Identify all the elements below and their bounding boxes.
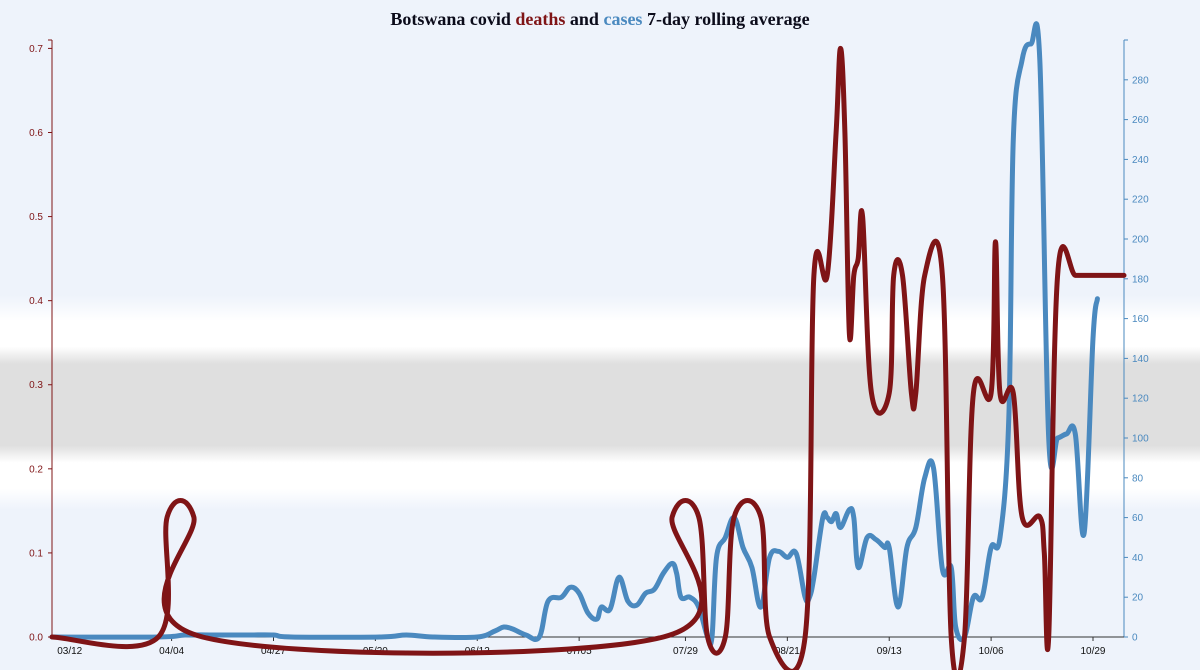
title-deaths-word: deaths [515,9,565,29]
y-right-tick-label: 260 [1132,115,1149,126]
y-right-tick-label: 40 [1132,553,1144,564]
cases-series-line [49,21,1100,648]
y-right-tick-label: 120 [1132,394,1149,405]
y-right-tick-label: 60 [1132,513,1144,524]
x-tick-label: 08/21 [775,646,800,657]
x-tick-label: 04/27 [261,646,286,657]
y-left-tick-label: 0.3 [29,380,43,391]
y-right-tick-label: 200 [1132,235,1149,246]
y-right-tick-label: 0 [1132,633,1138,644]
y-right-tick-label: 80 [1132,473,1144,484]
y-left-tick-label: 0.6 [29,128,43,139]
x-tick-label: 10/29 [1080,646,1105,657]
x-tick-label: 04/04 [159,646,184,657]
chart-title: Botswana covid deaths and cases 7-day ro… [390,9,809,29]
y-left-tick-label: 0.1 [29,548,43,559]
y-right-tick-label: 240 [1132,155,1149,166]
title-middle: and [565,9,603,29]
y-right-tick-label: 220 [1132,195,1149,206]
x-tick-label: 09/13 [877,646,902,657]
y-right-tick-label: 280 [1132,75,1149,86]
x-tick-label: 07/29 [673,646,698,657]
y-right-tick-label: 140 [1132,354,1149,365]
x-tick-label: 10/06 [979,646,1004,657]
y-right-tick-label: 20 [1132,593,1144,604]
y-right-tick-label: 160 [1132,314,1149,325]
y-left-tick-label: 0.5 [29,212,43,223]
title-cases-word: cases [603,9,642,29]
x-tick-label: 07/05 [567,646,592,657]
title-suffix: 7-day rolling average [642,9,809,29]
series-group [49,21,1127,670]
y-left-tick-label: 0.2 [29,464,43,475]
y-left-tick-label: 0.4 [29,296,43,307]
x-tick-label: 03/12 [57,646,82,657]
y-left-tick-label: 0.7 [29,44,43,55]
y-right-tick-label: 180 [1132,274,1149,285]
deaths-series-line [49,45,1127,670]
y-right-tick-label: 100 [1132,434,1149,445]
y-left-tick-label: 0.0 [29,633,43,644]
title-prefix: Botswana covid [390,9,515,29]
